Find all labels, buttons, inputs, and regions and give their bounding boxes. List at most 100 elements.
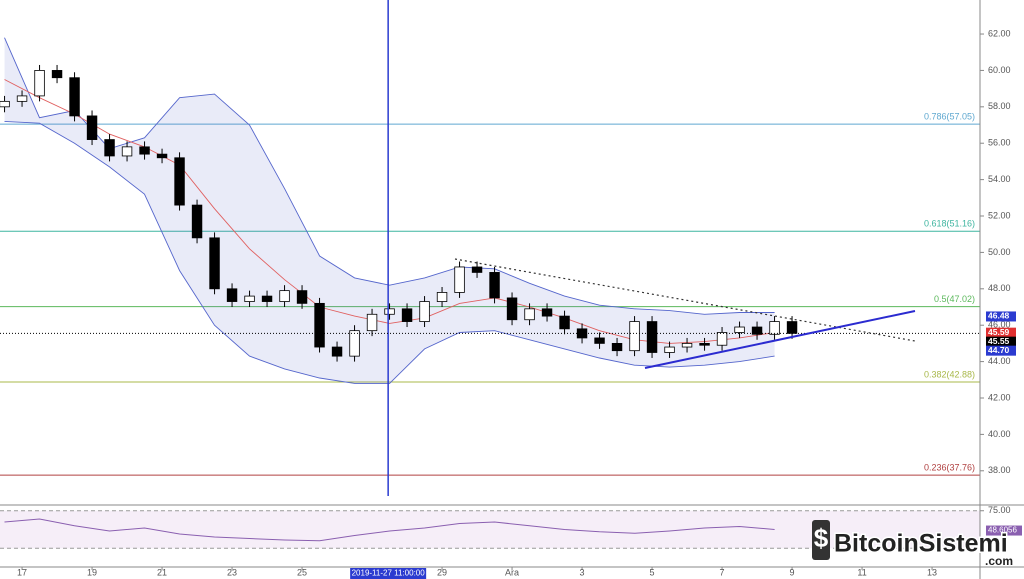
candle-body [594, 337, 605, 344]
candle-body [524, 308, 535, 321]
candle-body [0, 100, 10, 108]
price-label-bg [986, 327, 1016, 338]
watermark-icon [812, 520, 830, 560]
candle-body [349, 330, 360, 357]
rsi-tick-label: 75.00 [988, 505, 1011, 515]
candle-body [506, 297, 518, 321]
x-tick-label: Ara [505, 567, 519, 577]
candle-body [734, 326, 745, 333]
y-tick-label: 38.00 [988, 465, 1011, 475]
x-tick-label: 13 [927, 567, 937, 577]
x-tick-label: 11 [857, 567, 866, 577]
candle-body [471, 266, 483, 273]
y-tick-label: 46.00 [988, 320, 1011, 330]
candle-body [139, 146, 150, 155]
watermark-suffix: .com [985, 554, 1013, 568]
candle-body [191, 204, 203, 239]
crosshair-label-bg [350, 568, 427, 579]
rsi-layer [0, 510, 980, 549]
y-tick-label: 56.00 [988, 138, 1011, 148]
y-tick-label: 48.00 [988, 283, 1011, 293]
fib-label: 0.618(51.16) [924, 219, 975, 229]
candle-body [699, 342, 710, 346]
candle-body [51, 70, 63, 79]
x-tick-label: 29 [437, 567, 447, 577]
watermark-text: BitcoinSistemi [834, 530, 1008, 558]
x-tick-label: 5 [650, 567, 655, 577]
y-tick-label: 60.00 [988, 65, 1011, 75]
y-tick-label: 50.00 [988, 247, 1011, 257]
watermark: $ BitcoinSistemi .com [812, 520, 1013, 568]
candle-body [419, 301, 430, 322]
candle-body [331, 346, 343, 357]
candle-body [664, 346, 675, 353]
candle-body [156, 153, 168, 159]
bollinger-lower [4, 120, 775, 384]
support-trendline [644, 310, 916, 369]
candle-body [751, 326, 763, 335]
candle-body [104, 139, 115, 157]
band-layer [4, 37, 775, 384]
candle-body [174, 157, 185, 206]
candle-body [314, 302, 325, 348]
x-tick-label: 23 [227, 567, 237, 577]
price-label-bg [986, 345, 1016, 356]
candle-body [629, 321, 640, 352]
fib-label: 0.236(37.76) [924, 463, 975, 473]
candle-body [716, 332, 728, 346]
band-fill [4, 37, 775, 384]
candle-body [611, 342, 623, 352]
x-tick-label: 7 [720, 567, 725, 577]
y-tick-label: 44.00 [988, 356, 1011, 366]
y-tick-label: 62.00 [988, 28, 1011, 38]
candle-body [86, 115, 98, 140]
bollinger-middle [4, 79, 775, 344]
y-tick-label: 52.00 [988, 210, 1011, 220]
rsi-value-bg [986, 525, 1022, 536]
candle-body [454, 266, 465, 293]
candle-body [366, 313, 378, 332]
price-label: 45.59 [988, 327, 1010, 337]
x-tick-label: 9 [790, 567, 795, 577]
x-tick-label: 19 [87, 567, 97, 577]
x-tick-label: 25 [297, 567, 307, 577]
candle-body [296, 290, 308, 304]
candle-body [646, 321, 658, 353]
candle-body [786, 321, 798, 334]
candle-body [69, 77, 80, 117]
rsi-value-label: 48.6056 [988, 526, 1017, 535]
candle-body [489, 272, 500, 299]
axis-layer: 38.00 40.00 42.00 44.00 46.00 48.00 50.00 52.00… [17, 28, 1022, 579]
candle-body [121, 146, 133, 157]
price-label-bg [986, 336, 1016, 347]
candle-body [279, 290, 290, 302]
price-label: 44.70 [988, 345, 1010, 355]
fib-label: 0.382(42.88) [924, 369, 975, 379]
x-tick-label: 17 [17, 567, 27, 577]
candle-body [401, 308, 413, 322]
price-label: 46.48 [988, 311, 1010, 321]
rsi-band [0, 510, 980, 549]
y-tick-label: 40.00 [988, 429, 1011, 439]
fib-label: 0.5(47.02) [934, 294, 975, 304]
candle-body [769, 321, 780, 335]
candle-body [244, 295, 255, 302]
candle-layer [0, 0, 980, 496]
price-label: 45.55 [988, 336, 1010, 346]
bollinger-upper [4, 37, 775, 315]
candle-body [384, 308, 395, 315]
candle-body [261, 295, 273, 302]
candle-body [559, 315, 570, 330]
y-tick-label: 42.00 [988, 392, 1011, 402]
rsi-line [4, 518, 775, 542]
y-tick-label: 54.00 [988, 174, 1011, 184]
candle-body [226, 288, 238, 302]
watermark-icon-glyph: $ [814, 523, 829, 553]
x-tick-label: 3 [580, 567, 585, 577]
candle-body [16, 95, 28, 102]
candle-body [34, 70, 45, 97]
candle-body [436, 292, 448, 302]
y-tick-label: 58.00 [988, 101, 1011, 111]
x-tick-label: 21 [157, 567, 167, 577]
